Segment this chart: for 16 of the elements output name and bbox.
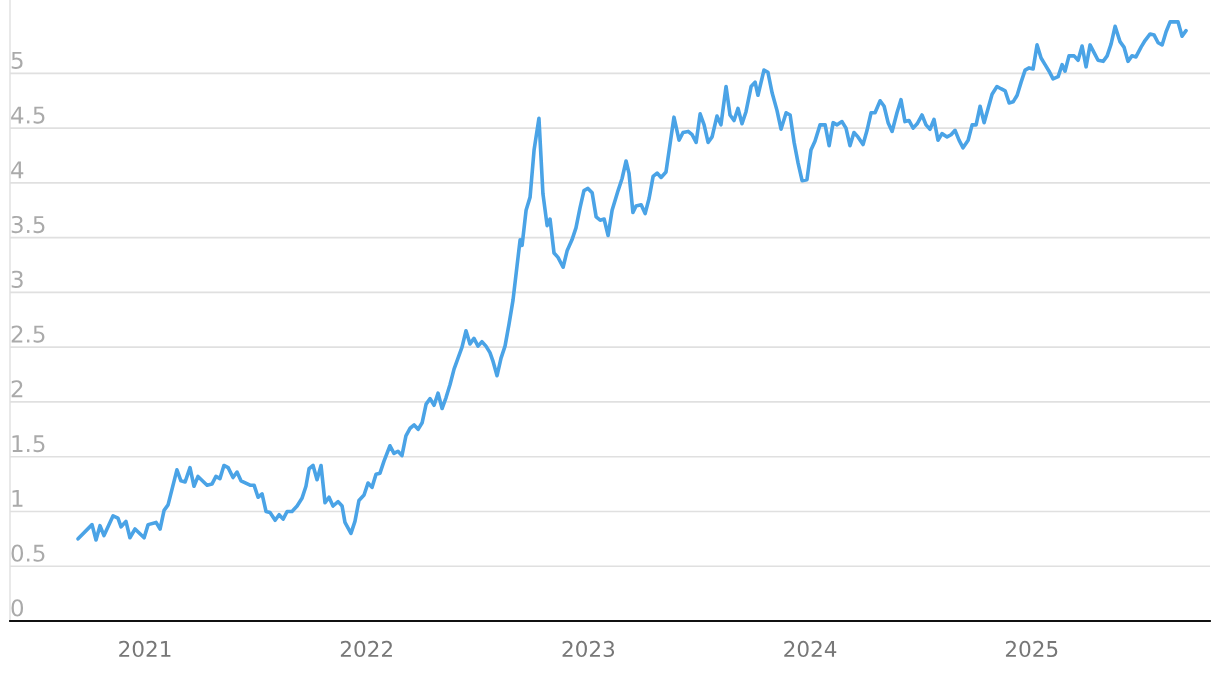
y-tick-label: 1 — [12, 490, 23, 507]
y-tick-label: 2.5 — [11, 325, 45, 343]
y-tick-label: 3 — [11, 270, 23, 288]
y-tick-label: 1.5 — [12, 435, 45, 453]
y-tick-label: 2 — [11, 380, 23, 398]
y-tick-label: 4.5 — [11, 106, 45, 124]
y-tick-label: 0.5 — [11, 544, 45, 562]
y-tick-label: 3.5 — [11, 215, 45, 234]
y-tick-label: 4 — [11, 161, 24, 179]
y-tick-label: 0 — [11, 599, 24, 617]
x-tick-label: 2023 — [562, 640, 615, 658]
x-tick-label: 2025 — [1005, 640, 1058, 658]
y-tick-label: 5 — [11, 51, 23, 69]
x-tick-label: 2021 — [119, 640, 171, 658]
x-tick-label: 2022 — [340, 640, 392, 658]
x-tick-label: 2024 — [784, 640, 837, 658]
